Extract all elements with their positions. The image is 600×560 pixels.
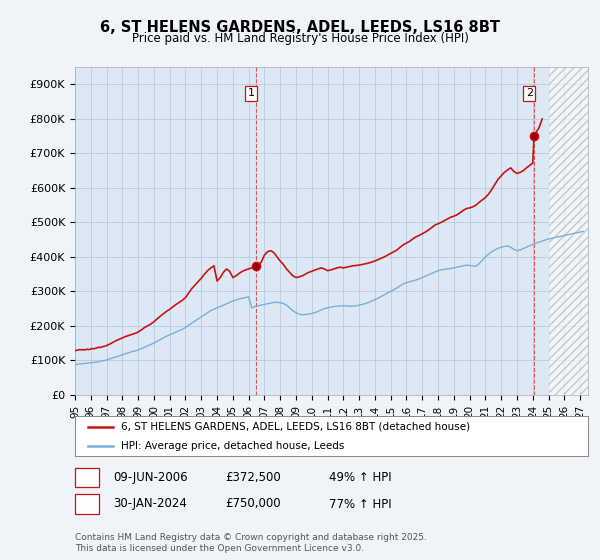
Text: 49% ↑ HPI: 49% ↑ HPI xyxy=(329,470,391,484)
Text: HPI: Average price, detached house, Leeds: HPI: Average price, detached house, Leed… xyxy=(121,441,344,450)
Text: Price paid vs. HM Land Registry's House Price Index (HPI): Price paid vs. HM Land Registry's House … xyxy=(131,32,469,45)
Text: 6, ST HELENS GARDENS, ADEL, LEEDS, LS16 8BT: 6, ST HELENS GARDENS, ADEL, LEEDS, LS16 … xyxy=(100,20,500,35)
Text: 1: 1 xyxy=(83,470,91,484)
Text: 1: 1 xyxy=(247,88,254,99)
Text: 30-JAN-2024: 30-JAN-2024 xyxy=(113,497,187,511)
Text: 2: 2 xyxy=(526,88,533,99)
Text: £372,500: £372,500 xyxy=(225,470,281,484)
Text: 6, ST HELENS GARDENS, ADEL, LEEDS, LS16 8BT (detached house): 6, ST HELENS GARDENS, ADEL, LEEDS, LS16 … xyxy=(121,422,470,432)
Text: 2: 2 xyxy=(83,497,91,511)
Text: 09-JUN-2006: 09-JUN-2006 xyxy=(113,470,187,484)
Text: 77% ↑ HPI: 77% ↑ HPI xyxy=(329,497,391,511)
Text: £750,000: £750,000 xyxy=(225,497,281,511)
Text: Contains HM Land Registry data © Crown copyright and database right 2025.
This d: Contains HM Land Registry data © Crown c… xyxy=(75,533,427,553)
